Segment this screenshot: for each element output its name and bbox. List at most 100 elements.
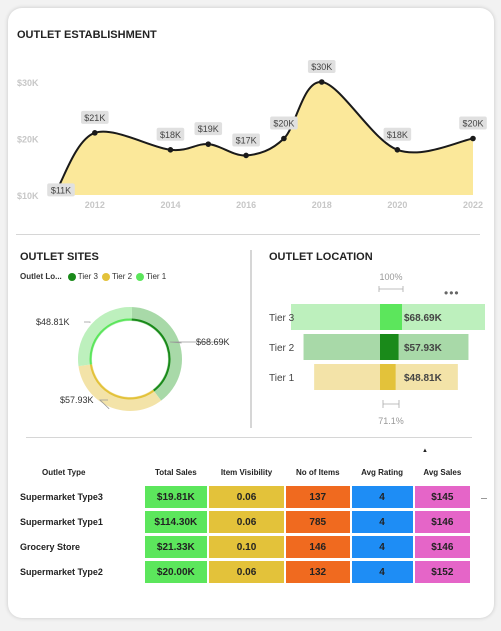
data-point [167,147,174,153]
cell-avg-rating: 4 [351,536,413,558]
bar-category-label: Tier 2 [269,343,295,354]
data-label-bg [194,122,223,136]
table-header-row: Outlet Type Total Sales Item Visibility … [16,461,470,483]
leader-line [169,341,224,344]
cell-avg-sales: $152 [414,561,470,583]
slice-label: $48.81K [36,317,70,327]
cell-item-visibility: 0.06 [209,486,285,508]
legend-dot-icon [101,272,110,281]
series-line [56,80,474,190]
sort-indicator-icon: ▲ [422,448,428,454]
cell-no-of-items: 146 [286,536,350,558]
legend-item-tier1[interactable]: Tier 1 [136,272,166,281]
table-row[interactable]: Supermarket Type2 $20.00K 0.06 132 4 $15… [16,561,470,583]
donut-slice-tier3 [131,307,182,401]
cell-avg-sales: $146 [414,536,470,558]
bar-value-label: $68.69K [404,313,443,324]
bar-value-label: $48.81K [404,373,443,384]
cell-outlet-type: Supermarket Type3 [16,486,143,508]
bar-category-label: Tier 1 [269,373,295,384]
line-chart-title: OUTLET ESTABLISHMENT [17,29,157,41]
more-options-icon[interactable]: ••• [444,286,460,300]
legend-dot-icon [67,272,76,281]
cell-item-visibility: 0.06 [209,561,285,583]
cell-total-sales: $21.33K [144,536,208,558]
bar-category-label: Tier 3 [269,313,295,324]
section-divider [16,234,480,235]
bar-tier3 [380,304,402,330]
legend-dot-icon [136,272,145,281]
legend-title: Outlet Lo... [20,272,62,281]
x-tick-label: 2014 [160,200,180,210]
col-header-item-visibility[interactable]: Item Visibility [220,467,273,477]
y-tick-label: $30K [17,78,39,88]
x-tick-label: 2020 [387,200,407,210]
donut-inner-ring [131,318,171,392]
data-point [243,152,249,159]
col-header-total-sales[interactable]: Total Sales [155,467,197,477]
data-label: $11K [51,185,71,195]
outlet-sites-donut[interactable]: $68.69K $57.93K $48.81K [20,300,260,430]
cell-avg-rating: 4 [351,511,413,533]
col-header-no-of-items[interactable]: No of Items [295,467,340,477]
top-bracket [378,286,404,292]
data-point [470,135,476,142]
outlet-location-funnel[interactable]: 100% Tier 3 $68.69K Tier 2 $57.93K Tier 1 $48.… [255,266,485,432]
table-row[interactable]: Supermarket Type1 $114.30K 0.06 785 4 $1… [16,511,470,533]
cell-total-sales: $114.30K [144,511,208,533]
section-divider-2 [26,437,472,438]
cell-item-visibility: 0.10 [209,536,285,558]
cell-outlet-type: Supermarket Type2 [16,561,143,583]
cell-outlet-type: Supermarket Type1 [16,511,143,533]
data-label-bg [47,183,75,197]
bottom-percent-label: 71.1% [378,416,404,426]
cell-no-of-items: 132 [286,561,350,583]
data-label: $17K [236,135,257,145]
legend-item-tier3[interactable]: Tier 3 [67,272,98,281]
leader-line [84,321,91,323]
cell-avg-rating: 4 [351,561,413,583]
legend-item-tier2[interactable]: Tier 2 [101,272,133,281]
cell-avg-sales: $145 [414,486,470,508]
data-label-bg [81,110,109,124]
y-tick-label: $10K [17,191,39,201]
data-point [205,141,212,147]
outlet-establishment-chart[interactable]: $10K $20K $30K 2012 2014 2016 2018 2020 2022 $11K… [0,50,501,220]
x-tick-label: 2022 [463,200,483,210]
data-point [318,79,325,85]
col-header-outlet-type[interactable]: Outlet Type [42,467,86,477]
y-tick-label: $20K [17,135,39,145]
donut-slice-tier1 [78,307,133,367]
data-point [394,147,401,153]
donut-inner-ring [89,318,132,365]
vertical-divider [250,250,252,428]
location-title: OUTLET LOCATION [269,251,373,263]
x-tick-label: 2018 [312,200,332,210]
col-header-avg-sales[interactable]: Avg Sales [423,467,462,477]
legend-label: Tier 2 [111,272,133,281]
table-row[interactable]: Grocery Store $21.33K 0.10 146 4 $146 [16,536,470,558]
table-row[interactable]: Supermarket Type3 $19.81K 0.06 137 4 $14… [16,486,470,508]
cell-item-visibility: 0.06 [209,511,285,533]
data-label-bg [383,127,412,141]
data-label: $21K [84,113,105,123]
data-point [281,135,287,142]
col-header-avg-rating[interactable]: Avg Rating [361,467,404,477]
cell-total-sales: $20.00K [144,561,208,583]
data-label-bg [156,127,185,141]
data-label: $19K [198,124,219,134]
area-fill [57,81,473,195]
leader-line [99,399,110,410]
data-label: $30K [311,62,332,72]
top-percent-label: 100% [379,272,402,282]
data-point [92,130,98,136]
scroll-tick [481,498,487,499]
legend-label: Tier 3 [77,272,98,281]
outlet-table: Outlet Type Total Sales Item Visibility … [14,458,472,586]
data-label-bg [270,116,298,130]
data-label: $20K [273,119,294,129]
data-label-bg [459,116,487,130]
slice-label: $57.93K [60,395,94,405]
data-label: $20K [462,119,483,129]
bottom-bracket [382,400,400,408]
